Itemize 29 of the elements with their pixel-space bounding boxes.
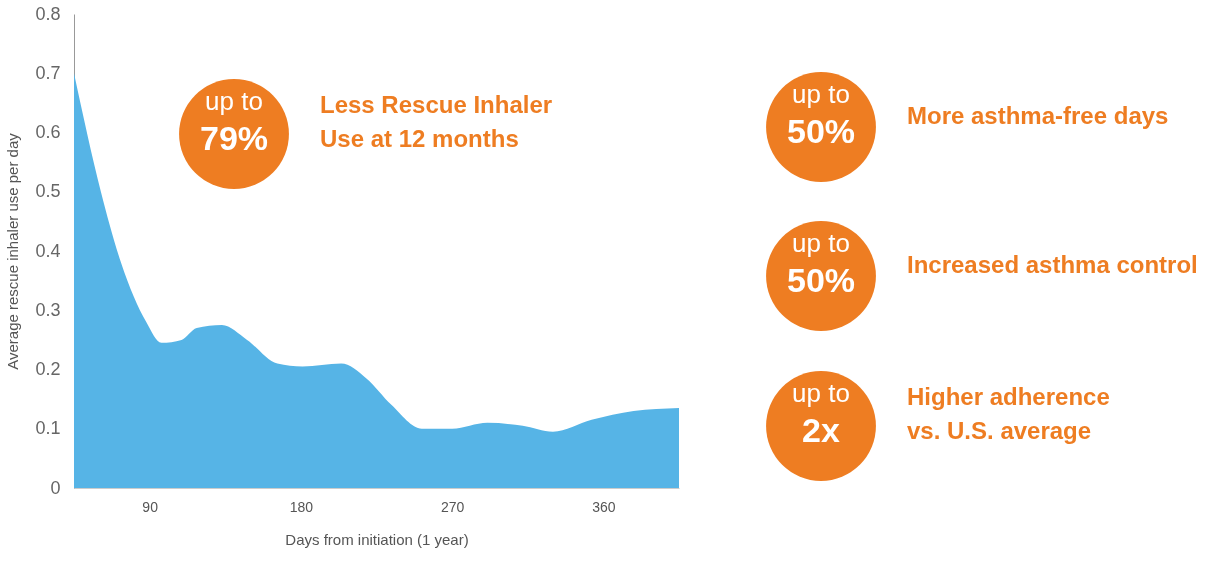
y-tick-label: 0.1 (35, 418, 61, 439)
text: Increased asthma control (907, 251, 1198, 278)
y-tick-label: 0.4 (35, 240, 61, 261)
text: More asthma-free days (907, 102, 1169, 129)
x-axis-title: Days from initiation (1 year) (285, 530, 469, 548)
annotation: 79% (199, 119, 269, 157)
text: up to (792, 378, 850, 408)
text: up to (792, 79, 850, 109)
x-tick-label: 90 (142, 498, 159, 515)
annotation: Less Rescue Inhaler (320, 91, 553, 118)
x-tick-label: 180 (289, 498, 314, 515)
annotation: Use at 12 months (320, 125, 519, 152)
y-tick-label: 0.8 (35, 3, 61, 24)
text: Higher adherence (907, 383, 1110, 410)
text: up to (792, 228, 850, 258)
y-tick-label: 0 (50, 477, 61, 498)
x-tick-label: 270 (440, 498, 465, 515)
y-tick-label: 0.2 (35, 359, 61, 379)
text: vs. U.S. average (907, 417, 1092, 444)
y-tick-label: 0.5 (35, 181, 61, 202)
y-tick-label: 0.3 (35, 299, 61, 320)
y-axis-title: Average rescue inhaler use per day (4, 132, 22, 370)
annotation: up to (205, 86, 263, 116)
text: 50% (786, 112, 856, 150)
y-tick-label: 0.7 (35, 62, 61, 83)
y-tick-label: 0.6 (35, 122, 61, 142)
text: 50% (786, 261, 856, 299)
text: 2x (802, 411, 840, 449)
x-tick-label: 360 (592, 498, 616, 515)
